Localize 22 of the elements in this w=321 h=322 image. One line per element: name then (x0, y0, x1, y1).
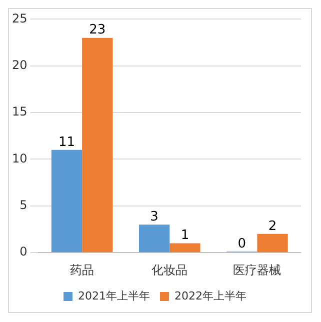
y-tick-label: 5 (20, 198, 28, 212)
data-label: 1 (180, 228, 190, 244)
bar (257, 234, 288, 252)
bar (51, 150, 82, 252)
y-tick-label: 25 (12, 11, 28, 26)
legend-label: 2021年上半年 (78, 289, 150, 302)
data-label: 23 (89, 22, 106, 38)
bar (138, 224, 170, 252)
data-label: 2 (268, 218, 277, 234)
x-tick-label: 医疗器械 (233, 262, 282, 277)
x-tick-label: 化妆品 (152, 262, 188, 277)
bar (170, 243, 200, 252)
data-label: 0 (238, 236, 246, 252)
y-tick-label: 0 (20, 244, 28, 259)
bar (82, 38, 113, 252)
legend-label: 2022年上半年 (174, 289, 246, 302)
y-tick-label: 15 (12, 104, 28, 119)
data-label: 11 (58, 134, 76, 150)
x-tick-label: 药品 (70, 262, 94, 277)
y-tick-label: 10 (12, 151, 28, 166)
data-label: 3 (150, 209, 158, 224)
y-tick-label: 20 (12, 58, 28, 72)
